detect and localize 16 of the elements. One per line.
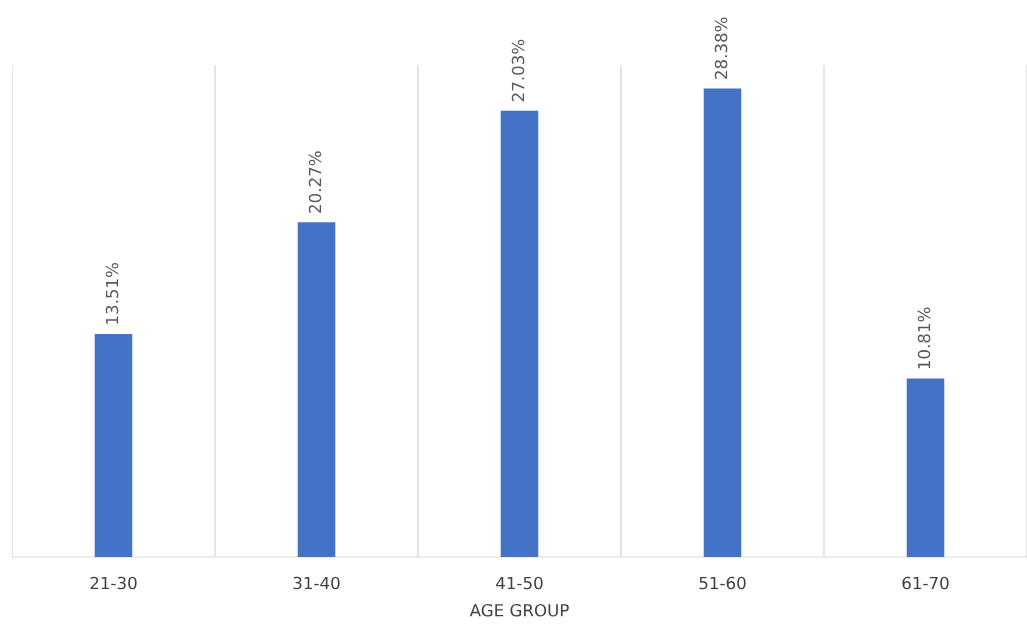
bar — [906, 378, 945, 557]
bar — [297, 222, 336, 557]
bar — [500, 110, 539, 557]
data-label: 10.81% — [917, 307, 931, 369]
x-tick-label: 41-50 — [496, 576, 543, 590]
x-tick-label: 21-30 — [90, 576, 137, 590]
data-label: 20.27% — [308, 151, 322, 213]
data-label: 13.51% — [105, 262, 119, 324]
x-tick-label: 51-60 — [699, 576, 746, 590]
x-tick-label: 31-40 — [293, 576, 340, 590]
data-label: 27.03% — [511, 39, 525, 102]
bar — [703, 88, 742, 557]
x-tick-label: 61-70 — [902, 576, 949, 590]
bar — [94, 333, 133, 557]
x-axis-title: AGE GROUP — [469, 603, 569, 617]
data-label: 28.38% — [714, 17, 728, 79]
